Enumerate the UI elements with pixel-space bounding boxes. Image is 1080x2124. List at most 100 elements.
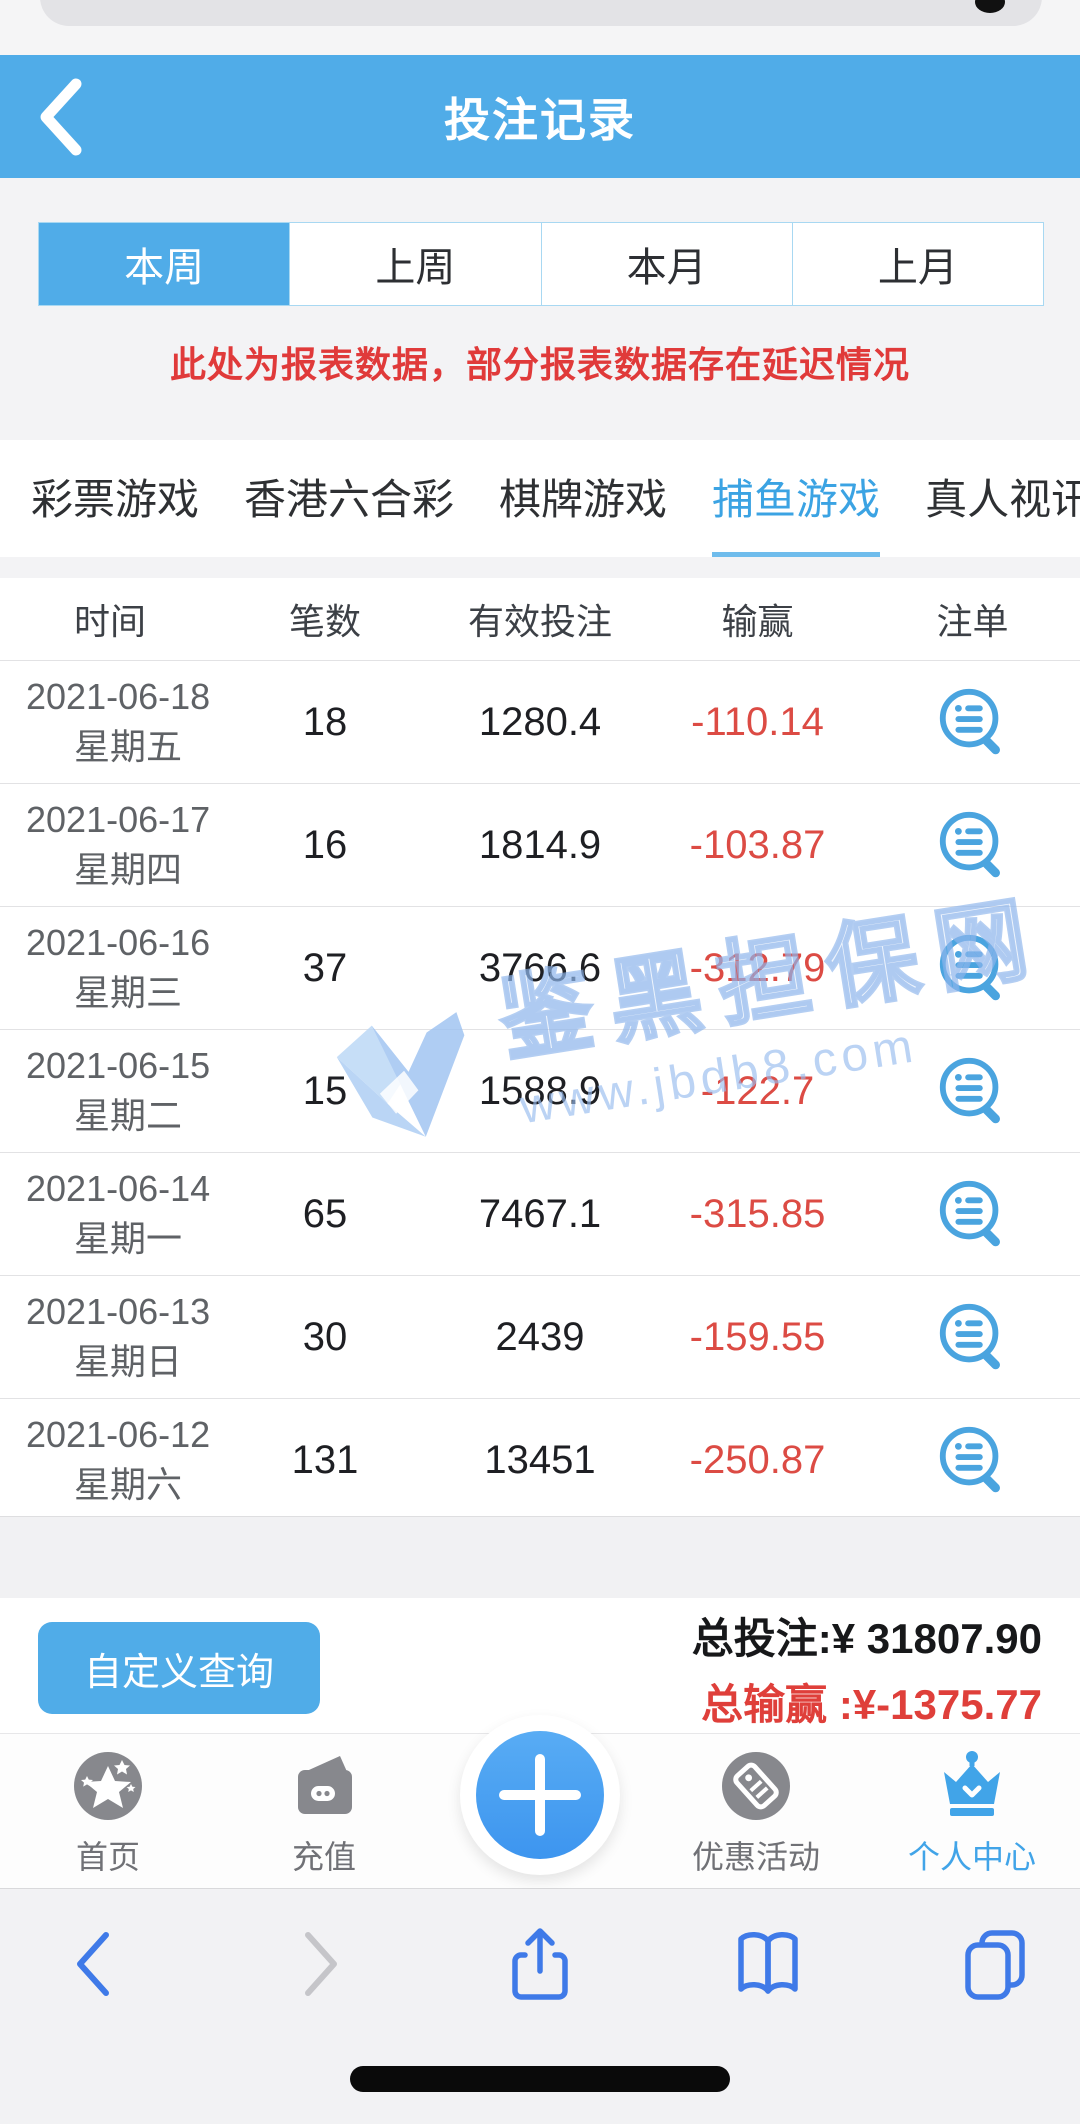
nav-label: 首页	[75, 1839, 140, 1875]
browser-forward-icon[interactable]	[280, 1925, 358, 2003]
row-date: 2021-06-13	[26, 1291, 211, 1332]
table-row: 2021-06-13 星期日 30 2439 -159.55	[0, 1275, 1080, 1398]
page-title: 投注记录	[444, 93, 636, 146]
table-row: 2021-06-18 星期五 18 1280.4 -110.14	[0, 660, 1080, 783]
table-row: 2021-06-17 星期四 16 1814.9 -103.87	[0, 783, 1080, 906]
col-header-valid-bet: 有效投注	[467, 601, 612, 642]
order-detail-icon[interactable]	[934, 1420, 1012, 1500]
table-row: 2021-06-14 星期一 65 7467.1 -315.85	[0, 1152, 1080, 1275]
row-valid-bet: 2439	[495, 1314, 585, 1359]
row-date: 2021-06-18	[26, 676, 211, 717]
row-valid-bet: 13451	[484, 1437, 596, 1482]
filter-area: 本周 上周 本月 上月 此处为报表数据，部分报表数据存在延迟情况	[0, 178, 1080, 440]
row-valid-bet: 1588.9	[478, 1068, 602, 1113]
nav-home[interactable]: 首页	[0, 1734, 216, 1888]
app-header: 投注记录	[0, 55, 1080, 178]
add-button-ring	[460, 1715, 620, 1875]
category-board-games[interactable]: 棋牌游戏	[499, 475, 668, 523]
row-count: 30	[302, 1314, 348, 1359]
nav-label: 充值	[291, 1839, 356, 1875]
row-count: 65	[302, 1191, 348, 1236]
nav-promotions[interactable]: 优惠活动	[648, 1734, 864, 1888]
row-win-loss: -122.7	[700, 1068, 815, 1113]
row-win-loss: -315.85	[689, 1191, 826, 1236]
row-date: 2021-06-15	[26, 1045, 211, 1086]
row-win-loss: -110.14	[691, 699, 824, 744]
category-tabs: 彩票游戏 香港六合彩 棋牌游戏 捕鱼游戏 真人视讯	[0, 440, 1080, 557]
divider-strip	[0, 557, 1080, 578]
order-detail-icon[interactable]	[934, 805, 1012, 885]
row-win-loss: -250.87	[689, 1437, 826, 1482]
star-badge-icon	[74, 1752, 142, 1820]
empty-band	[0, 1516, 1080, 1599]
wallet-icon	[298, 1756, 352, 1814]
col-header-win-loss: 输赢	[721, 601, 794, 642]
custom-query-button[interactable]: 自定义查询	[38, 1622, 320, 1714]
tab-last-week[interactable]: 上周	[289, 223, 540, 305]
row-date: 2021-06-12	[26, 1414, 211, 1455]
browser-bookmarks-icon[interactable]	[729, 1925, 807, 2003]
table-row: 2021-06-12 星期六 131 13451 -250.87	[0, 1398, 1080, 1521]
row-count: 131	[291, 1437, 359, 1482]
address-bar-pill[interactable]	[40, 0, 1042, 26]
row-weekday: 星期五	[74, 726, 183, 767]
row-count: 18	[302, 699, 348, 744]
row-weekday: 星期四	[74, 849, 183, 890]
row-weekday: 星期日	[74, 1341, 183, 1382]
category-hk-mark-six[interactable]: 香港六合彩	[244, 475, 455, 523]
category-fishing[interactable]: 捕鱼游戏	[712, 440, 881, 557]
tag-icon	[722, 1752, 790, 1820]
col-header-order: 注单	[936, 601, 1009, 642]
summary-area: 自定义查询 总投注:¥ 31807.90 总输赢 :¥-1375.77	[0, 1598, 1080, 1733]
order-detail-icon[interactable]	[934, 928, 1012, 1008]
total-bet: 总投注:¥ 31807.90	[691, 1615, 1042, 1662]
order-detail-icon[interactable]	[934, 1174, 1012, 1254]
bet-record-table: 时间 笔数 有效投注 输赢 注单 2021-06-18 星期五 18 1280.4…	[0, 578, 1080, 1521]
order-detail-icon[interactable]	[934, 682, 1012, 762]
crown-icon	[944, 1751, 1000, 1816]
row-valid-bet: 7467.1	[478, 1191, 602, 1236]
nav-profile[interactable]: 个人中心	[864, 1734, 1080, 1888]
status-dot	[975, 0, 1005, 13]
delay-notice: 此处为报表数据，部分报表数据存在延迟情况	[169, 344, 910, 385]
browser-share-icon[interactable]	[501, 1925, 579, 2003]
tab-last-month[interactable]: 上月	[791, 223, 1043, 305]
row-valid-bet: 3766.6	[478, 945, 602, 990]
home-indicator	[350, 2066, 730, 2092]
row-weekday: 星期二	[74, 1095, 183, 1136]
nav-label: 个人中心	[907, 1839, 1036, 1875]
browser-tabs-icon[interactable]	[956, 1925, 1034, 2003]
category-lottery[interactable]: 彩票游戏	[31, 475, 200, 523]
back-button[interactable]	[34, 55, 124, 178]
row-win-loss: -103.87	[689, 822, 826, 867]
nav-recharge[interactable]: 充值	[216, 1734, 432, 1888]
chevron-left-icon	[40, 78, 82, 155]
browser-top-bar	[0, 0, 1080, 55]
row-win-loss: -159.55	[689, 1314, 826, 1359]
row-count: 15	[302, 1068, 348, 1113]
row-weekday: 星期一	[74, 1218, 183, 1259]
row-date: 2021-06-16	[26, 922, 211, 963]
table-row: 2021-06-16 星期三 37 3766.6 -312.79	[0, 906, 1080, 1029]
plus-icon[interactable]	[476, 1731, 604, 1859]
order-detail-icon[interactable]	[934, 1051, 1012, 1131]
tab-this-month[interactable]: 本月	[540, 223, 792, 305]
col-header-time: 时间	[73, 601, 146, 642]
row-count: 16	[302, 822, 348, 867]
table-header-row: 时间 笔数 有效投注 输赢 注单	[0, 578, 1080, 660]
table-row: 2021-06-15 星期二 15 1588.9 -122.7	[0, 1029, 1080, 1152]
tab-this-week[interactable]: 本周	[39, 223, 290, 305]
col-header-count: 笔数	[288, 601, 361, 642]
period-tabs: 本周 上周 本月 上月	[38, 222, 1044, 306]
order-detail-icon[interactable]	[934, 1297, 1012, 1377]
row-valid-bet: 1280.4	[478, 699, 602, 744]
row-count: 37	[302, 945, 348, 990]
row-date: 2021-06-14	[26, 1168, 211, 1209]
nav-label: 优惠活动	[691, 1839, 820, 1875]
row-date: 2021-06-17	[26, 799, 211, 840]
category-live-video[interactable]: 真人视讯	[925, 475, 1080, 523]
browser-back-icon[interactable]	[56, 1925, 134, 2003]
total-win-loss: 总输赢 :¥-1375.77	[701, 1681, 1042, 1728]
row-win-loss: -312.79	[689, 945, 826, 990]
row-weekday: 星期六	[74, 1464, 183, 1505]
